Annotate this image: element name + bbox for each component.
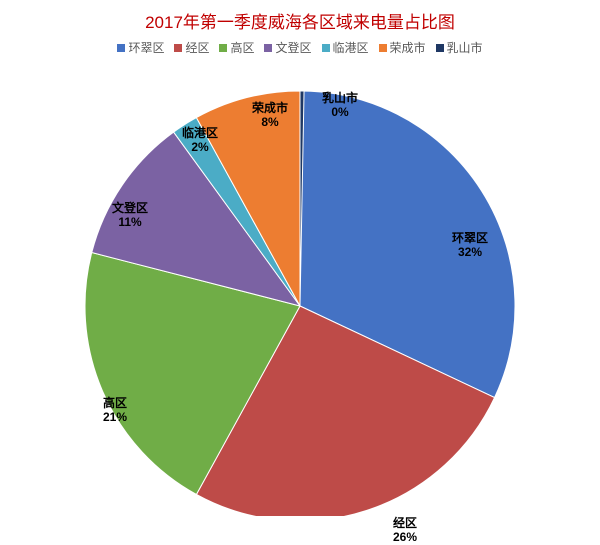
legend-label: 经区	[185, 39, 209, 56]
slice-label-value: 0%	[322, 106, 358, 120]
slice-label: 荣成市8%	[252, 102, 288, 130]
slice-label: 文登区11%	[112, 202, 148, 230]
pie-svg	[0, 56, 600, 516]
chart-container: 2017年第一季度威海各区域来电量占比图 环翠区经区高区文登区临港区荣成市乳山市…	[0, 0, 600, 526]
slice-label-value: 8%	[252, 116, 288, 130]
legend-swatch	[436, 44, 444, 52]
legend-label: 临港区	[333, 39, 369, 56]
chart-title: 2017年第一季度威海各区域来电量占比图	[0, 0, 600, 33]
legend-swatch	[379, 44, 387, 52]
slice-label-value: 11%	[112, 216, 148, 230]
legend-swatch	[322, 44, 330, 52]
slice-label: 高区21%	[103, 397, 127, 425]
legend: 环翠区 经区 高区 文登区 临港区 荣成市 乳山市	[0, 39, 600, 56]
slice-label: 环翠区32%	[452, 232, 488, 260]
slice-label-value: 26%	[393, 531, 417, 545]
slice-label-name: 经区	[393, 517, 417, 531]
slice-label-name: 荣成市	[252, 102, 288, 116]
legend-item: 文登区	[264, 39, 311, 56]
legend-swatch	[264, 44, 272, 52]
slice-label-name: 文登区	[112, 202, 148, 216]
slice-label-value: 32%	[452, 246, 488, 260]
legend-item: 临港区	[322, 39, 369, 56]
slice-label-name: 临港区	[182, 127, 218, 141]
slice-label-name: 乳山市	[322, 92, 358, 106]
legend-item: 荣成市	[379, 39, 426, 56]
legend-item: 乳山市	[436, 39, 483, 56]
legend-swatch	[219, 44, 227, 52]
legend-label: 文登区	[275, 39, 311, 56]
pie-area: 环翠区32%经区26%高区21%文登区11%临港区2%荣成市8%乳山市0%	[0, 56, 600, 516]
slice-label-name: 环翠区	[452, 232, 488, 246]
slice-label-value: 2%	[182, 141, 218, 155]
slice-label-value: 21%	[103, 411, 127, 425]
slice-label: 临港区2%	[182, 127, 218, 155]
legend-item: 经区	[174, 39, 209, 56]
legend-swatch	[117, 44, 125, 52]
legend-item: 环翠区	[117, 39, 164, 56]
legend-swatch	[174, 44, 182, 52]
legend-item: 高区	[219, 39, 254, 56]
legend-label: 荣成市	[390, 39, 426, 56]
slice-label: 经区26%	[393, 517, 417, 545]
legend-label: 高区	[230, 39, 254, 56]
legend-label: 环翠区	[128, 39, 164, 56]
slice-label: 乳山市0%	[322, 92, 358, 120]
slice-label-name: 高区	[103, 397, 127, 411]
legend-label: 乳山市	[447, 39, 483, 56]
